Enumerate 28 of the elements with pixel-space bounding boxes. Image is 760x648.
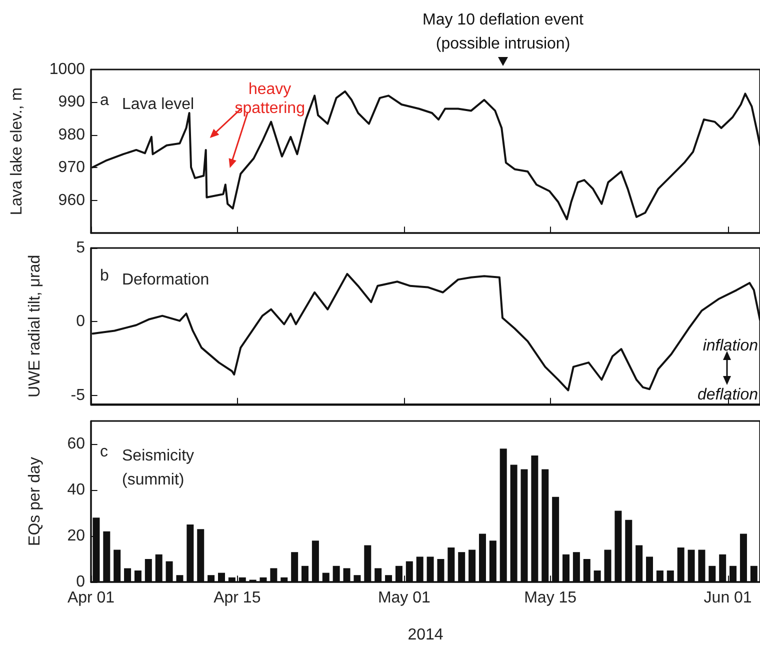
y-tick-label: 0 (76, 574, 86, 590)
text: b Deformation (100, 268, 210, 288)
y-tick-label: 990 (58, 94, 86, 111)
y-tick-label: 1000 (49, 61, 86, 78)
y-axis-title: UWE radial tilt, μrad (26, 254, 44, 398)
y-tick-label: -5 (70, 386, 86, 404)
y-tick-label: 5 (76, 240, 86, 256)
x-tick-label: May 15 (524, 590, 577, 606)
y-axis-title: Lava lake elev., m (8, 87, 26, 216)
y-tick-label: 970 (58, 159, 86, 176)
text: c Seismicity (summit) (100, 444, 194, 488)
y-tick-label: 980 (58, 126, 86, 144)
annotation: inflation (702, 338, 758, 354)
y-tick-label: 0 (76, 313, 86, 330)
x-tick-label: Jun 01 (704, 590, 752, 606)
x-tick-label: Apr 01 (67, 590, 115, 606)
y-tick-label: 960 (58, 192, 86, 209)
x-tick-label: May 01 (378, 590, 431, 606)
x-tick-label: Apr 15 (214, 590, 261, 606)
annotation: heavy spattering (234, 80, 305, 117)
text: May 10 deflation event (possible intrusion) (422, 12, 584, 52)
y-tick-label: 40 (67, 482, 86, 498)
annotation: deflation (698, 386, 758, 404)
x-axis-title: 2014 (408, 626, 444, 644)
text: a Lava level (100, 92, 194, 113)
y-tick-label: 60 (67, 436, 86, 452)
y-tick-label: 20 (67, 528, 86, 544)
y-axis-title: EQs per day (26, 457, 44, 546)
